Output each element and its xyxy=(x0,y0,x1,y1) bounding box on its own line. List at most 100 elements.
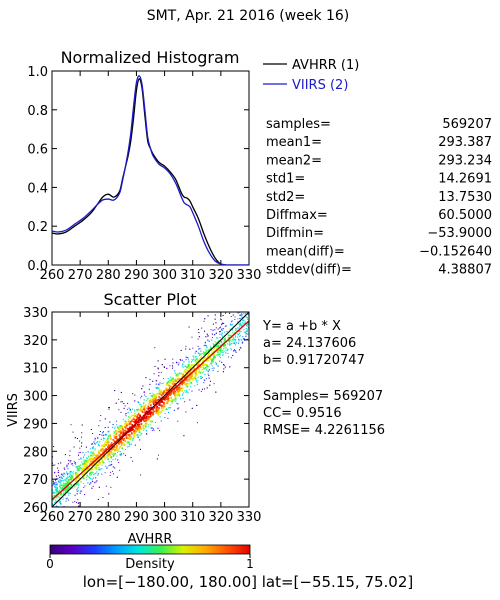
density-point xyxy=(200,376,202,378)
density-point xyxy=(133,435,135,438)
density-point xyxy=(201,368,203,371)
density-point xyxy=(118,398,120,400)
density-point xyxy=(72,477,75,480)
density-point xyxy=(237,330,239,332)
density-point xyxy=(145,430,147,432)
density-point xyxy=(169,385,172,387)
density-point xyxy=(160,420,162,422)
density-point xyxy=(185,384,188,387)
density-point xyxy=(160,405,163,407)
density-point xyxy=(59,487,61,489)
density-point xyxy=(241,324,243,326)
density-point xyxy=(213,344,215,346)
density-point xyxy=(165,398,168,401)
density-point xyxy=(82,482,84,484)
density-point xyxy=(143,425,145,428)
density-point xyxy=(79,466,81,468)
density-point xyxy=(197,376,199,378)
density-point xyxy=(223,364,225,366)
density-point xyxy=(76,465,78,467)
density-point xyxy=(136,414,139,416)
density-point xyxy=(125,412,127,414)
density-point xyxy=(243,338,245,340)
density-point xyxy=(238,333,240,335)
density-point xyxy=(240,331,242,333)
density-point xyxy=(186,385,189,388)
legend-label-viirs: VIIRS (2) xyxy=(292,78,348,93)
density-point xyxy=(233,342,235,344)
density-point xyxy=(78,466,80,468)
density-point xyxy=(132,418,135,421)
density-point xyxy=(92,451,94,453)
scatter-xlabel: AVHRR xyxy=(128,532,173,547)
density-point xyxy=(124,448,126,450)
density-point xyxy=(107,446,110,448)
density-point xyxy=(191,369,193,371)
density-point xyxy=(55,483,57,485)
density-point xyxy=(219,360,221,362)
density-point xyxy=(167,407,169,409)
density-point xyxy=(52,499,54,501)
density-point xyxy=(206,347,208,349)
density-point xyxy=(146,419,149,421)
density-point xyxy=(212,360,214,362)
density-point xyxy=(123,453,125,455)
density-point xyxy=(206,356,209,359)
density-point xyxy=(66,498,68,500)
density-point xyxy=(146,433,148,435)
density-point xyxy=(187,368,190,370)
density-point xyxy=(54,484,56,486)
density-point xyxy=(101,432,103,434)
density-point xyxy=(170,393,172,395)
density-point xyxy=(243,319,245,321)
density-point xyxy=(215,322,217,324)
stat-label: Diffmin= xyxy=(266,226,324,241)
density-point xyxy=(96,456,99,458)
density-point xyxy=(73,460,75,462)
density-point xyxy=(99,453,102,455)
density-point xyxy=(81,445,83,447)
density-point xyxy=(117,451,119,453)
density-point xyxy=(114,452,117,455)
density-point xyxy=(238,323,240,325)
stat-value: 13.7530 xyxy=(438,190,492,205)
density-point xyxy=(203,363,206,366)
density-point xyxy=(135,419,137,422)
density-point xyxy=(159,416,161,418)
density-point xyxy=(161,409,163,412)
density-point xyxy=(55,481,57,483)
density-point xyxy=(108,435,110,437)
density-point xyxy=(113,431,116,433)
density-point xyxy=(122,430,125,433)
density-point xyxy=(105,434,107,436)
density-point xyxy=(220,351,222,353)
density-point xyxy=(199,366,202,368)
density-point xyxy=(112,424,114,426)
density-point xyxy=(208,369,210,371)
density-point xyxy=(86,477,88,479)
density-point xyxy=(138,423,140,426)
density-point xyxy=(247,318,249,320)
density-point xyxy=(91,471,93,474)
density-point xyxy=(149,392,151,394)
density-point xyxy=(55,486,57,488)
density-point xyxy=(92,472,94,474)
density-point xyxy=(128,423,131,425)
density-point xyxy=(171,400,174,403)
density-point xyxy=(92,446,94,448)
density-point xyxy=(152,402,155,404)
density-point xyxy=(99,441,101,443)
density-point xyxy=(56,489,58,491)
density-point xyxy=(188,360,190,362)
region-label: lon=[−180.00, 180.00] lat=[−55.15, 75.02… xyxy=(83,573,413,591)
density-point xyxy=(108,448,111,450)
density-point xyxy=(219,333,221,335)
density-point xyxy=(58,502,60,504)
density-point xyxy=(243,338,245,340)
density-point xyxy=(98,444,100,446)
histogram-ticks: 260 270 280 290 300 310 320 3300.00.20.40.60.81… xyxy=(27,65,261,283)
density-point xyxy=(91,463,93,466)
scatter-xtick-label: 290 xyxy=(124,510,149,525)
